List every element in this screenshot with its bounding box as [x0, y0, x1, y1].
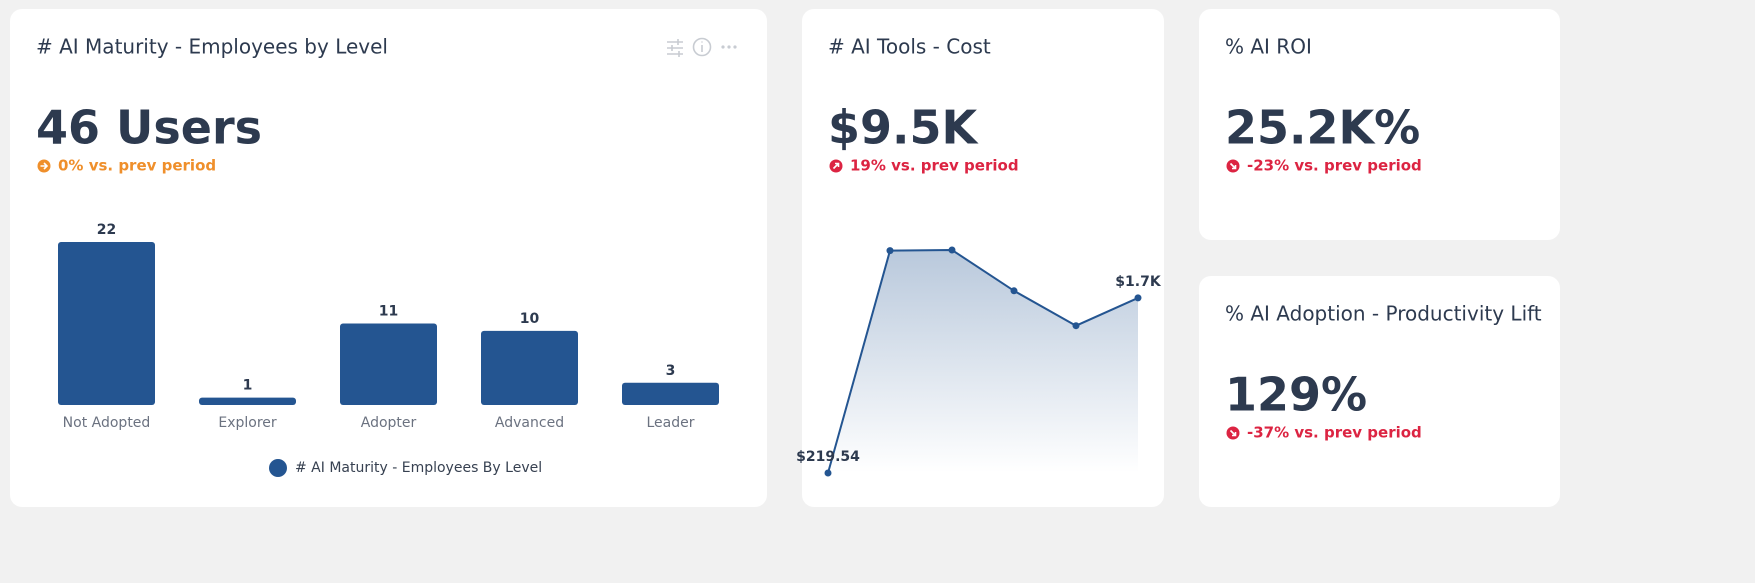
trend-icon: [1226, 426, 1240, 440]
area: [828, 250, 1138, 473]
value-label: 11: [379, 304, 398, 320]
trend-icon: [829, 159, 843, 173]
point: [1134, 294, 1142, 302]
bar: [340, 323, 437, 405]
point: [1010, 287, 1018, 295]
x-tick-label: Not Adopted: [63, 415, 151, 431]
filter-icon[interactable]: [667, 39, 683, 57]
change: 0% vs. prev period: [58, 157, 216, 175]
trend-icon: [37, 159, 51, 173]
trend-icon: [1226, 159, 1240, 173]
legend-swatch: [269, 459, 287, 477]
value-label: $219.54: [796, 449, 860, 465]
bar: [481, 330, 578, 405]
card-title: % AI Adoption - Productivity Lift: [1225, 302, 1542, 326]
metric: 129%: [1225, 368, 1367, 422]
x-tick-label: Explorer: [218, 415, 277, 431]
value-label: 3: [666, 363, 676, 379]
card: [1199, 276, 1560, 507]
point: [824, 469, 832, 477]
value-label: 10: [520, 311, 540, 327]
x-tick-label: Advanced: [495, 415, 564, 431]
line: [827, 248, 1139, 474]
bar: [622, 382, 719, 405]
x-tick-label: Leader: [646, 415, 694, 431]
value-label: 1: [243, 378, 253, 394]
card-title: # AI Maturity - Employees by Level: [36, 35, 388, 59]
point: [948, 246, 956, 254]
metric: 25.2K%: [1225, 101, 1420, 155]
change: -37% vs. prev period: [1247, 424, 1422, 442]
value-label: $1.7K: [1115, 274, 1162, 290]
metric: $9.5K: [828, 101, 979, 155]
point: [1072, 322, 1080, 330]
card-title: # AI Tools - Cost: [828, 35, 991, 59]
card: [1199, 9, 1560, 240]
change: -23% vs. prev period: [1247, 157, 1422, 175]
bar: [58, 242, 155, 405]
bar: [199, 397, 296, 405]
more-icon[interactable]: [721, 45, 737, 49]
point: [886, 247, 894, 255]
info-icon[interactable]: [692, 37, 712, 57]
change: 19% vs. prev period: [850, 157, 1019, 175]
x-tick-label: Adopter: [361, 415, 417, 431]
legend-label: # AI Maturity - Employees By Level: [295, 460, 542, 476]
card-title: % AI ROI: [1225, 35, 1312, 59]
value-label: 22: [97, 222, 116, 238]
metric: 46 Users: [36, 101, 262, 155]
